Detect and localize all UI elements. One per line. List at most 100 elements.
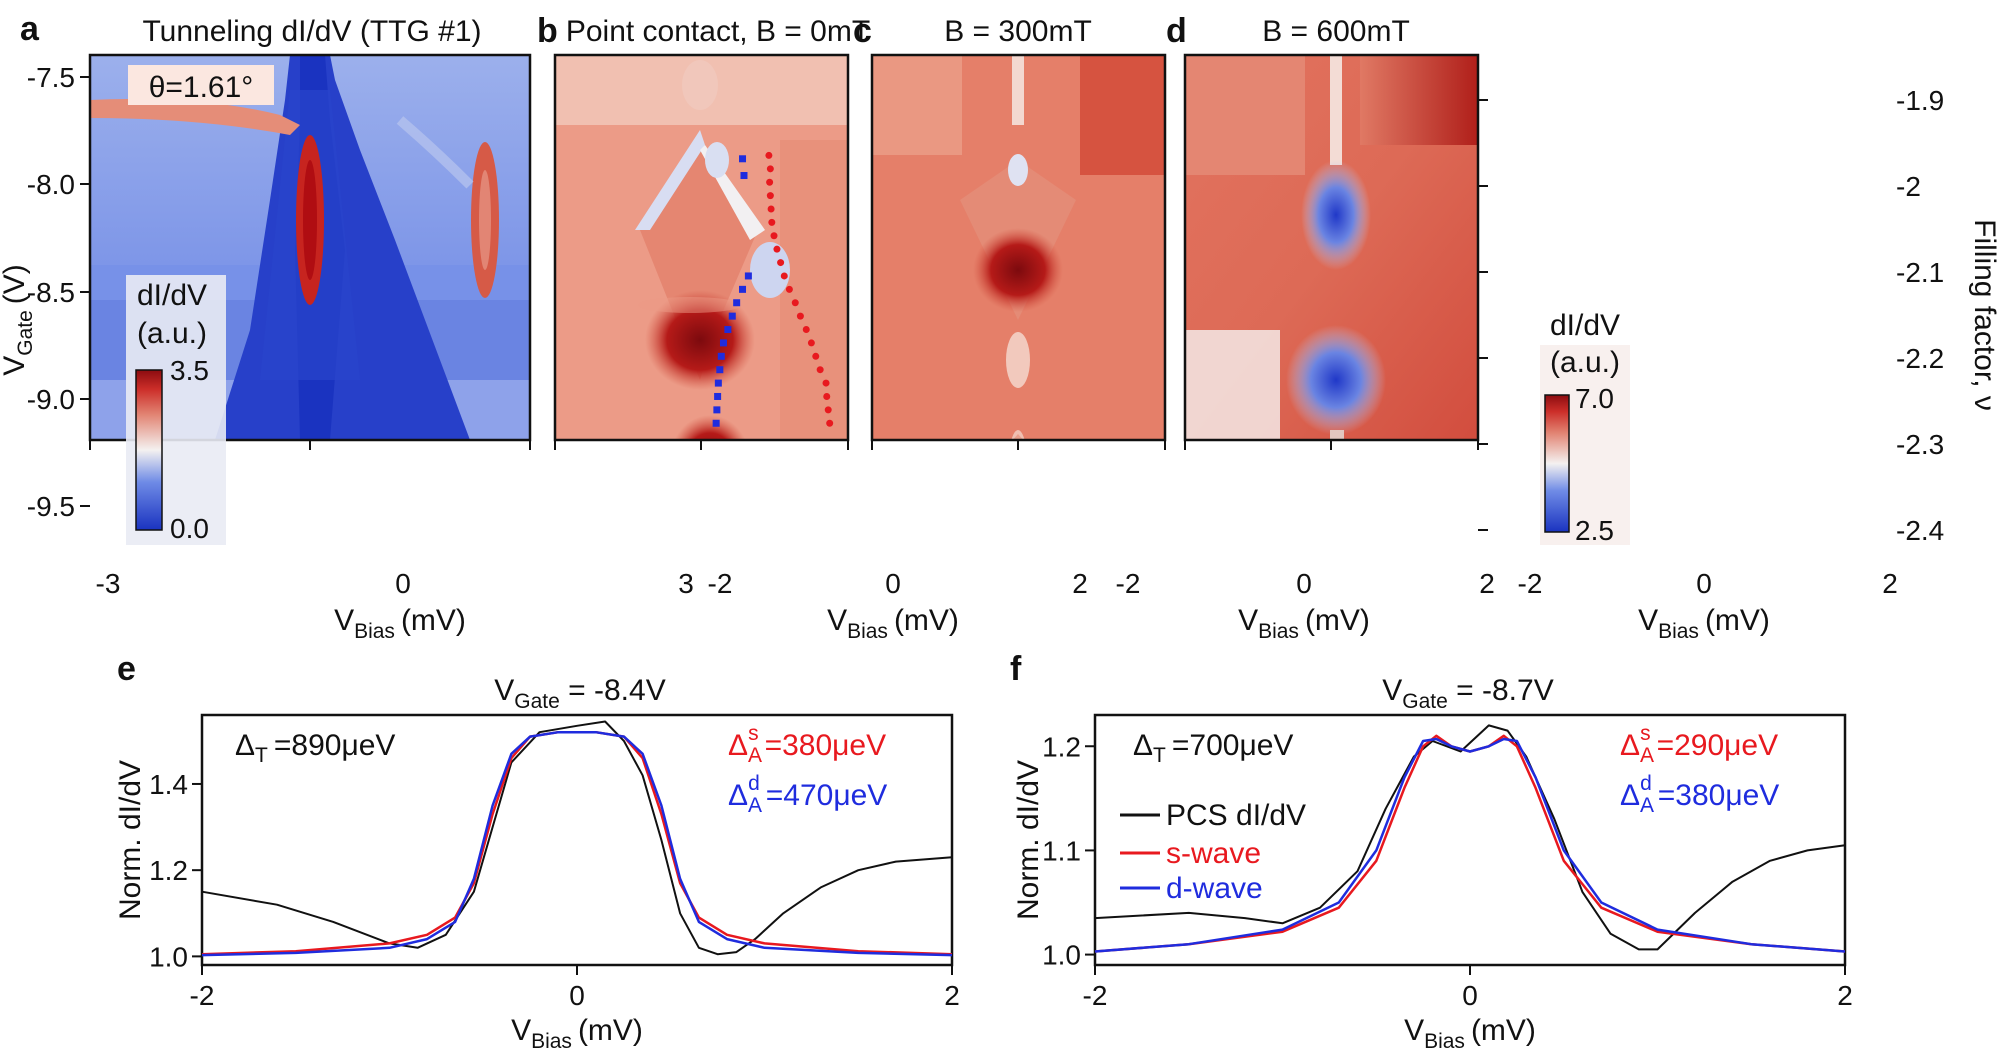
blue-marker: [713, 406, 721, 414]
legend-f-label-0: PCS dI/dV: [1166, 799, 1306, 832]
xaxes-heatmaps: [89, 440, 1479, 450]
ytick-a-2: -8.5: [27, 277, 75, 308]
series-pcs-di-dv: [201, 720, 953, 956]
series-d-wave: [1094, 737, 1846, 953]
panel-letter-d: d: [1166, 12, 1187, 50]
red-marker: [766, 192, 774, 200]
ytick-label: 1.4: [149, 769, 188, 800]
frame-f: [1093, 713, 1847, 967]
y2tick-d-0: -1.9: [1896, 85, 1944, 116]
colorbar-a-label1: dI/dV: [137, 279, 207, 312]
red-marker: [826, 419, 834, 427]
blue-marker: [739, 285, 747, 293]
ytick-label: 1.2: [149, 855, 188, 886]
xlabel-e: VBias (mV): [511, 1014, 643, 1053]
legend-f-label-2: d-wave: [1166, 872, 1263, 905]
xtick-label: -2: [190, 980, 215, 1011]
delta-T-e: ΔT =890μeV: [235, 729, 395, 767]
heatmap-a: [90, 55, 530, 440]
theta-annotation-box: [128, 65, 274, 105]
colorbar-d-label2: (a.u.): [1550, 346, 1620, 379]
colorbar-a: [135, 369, 163, 531]
svg-text:Norm. dI/dV: Norm. dI/dV: [114, 760, 147, 920]
xtick-c-0: -2: [1116, 568, 1141, 599]
red-marker: [767, 205, 775, 213]
panel-c: c B = 300mT: [853, 12, 1167, 442]
title-b: Point contact, B = 0mT: [566, 15, 870, 48]
panel-letter-f: f: [1010, 650, 1022, 688]
svg-text:Filling factor, ν: Filling factor, ν: [1968, 219, 2001, 411]
blue-marker: [739, 155, 747, 163]
ytick-label: 1.1: [1042, 835, 1081, 866]
colorbar-a-label2: (a.u.): [137, 317, 207, 350]
red-marker: [796, 312, 804, 320]
xtick-b-2: 2: [1072, 568, 1088, 599]
blue-marker: [717, 352, 725, 360]
title-e: VGate = -8.4V: [494, 674, 665, 713]
blue-marker: [712, 419, 720, 427]
blue-marker: [733, 299, 741, 307]
xtick-label: 0: [569, 980, 585, 1011]
y2tick-d-5: -2.4: [1896, 515, 1944, 546]
title-f: VGate = -8.7V: [1382, 674, 1553, 713]
xlabel-b: VBias (mV): [827, 604, 959, 643]
delta-T-f: ΔT =700μeV: [1133, 729, 1293, 767]
y2axis-d: -1.9 -2 -2.1 -2.2 -2.3 -2.4: [1478, 85, 1944, 546]
title-a: Tunneling dI/dV (TTG #1): [142, 15, 481, 48]
theta-annotation: θ=1.61°: [149, 71, 254, 104]
frame-e: [200, 713, 954, 967]
red-marker: [785, 285, 793, 293]
panel-f: f VGate = -8.7V -2 0 21.01.11.2 ΔT =700μeV …: [1010, 650, 1853, 1053]
colorbar-d-max: 7.0: [1575, 383, 1614, 414]
xtick-label: 2: [944, 980, 960, 1011]
panel-letter-b: b: [537, 12, 558, 50]
legend-f-label-1: s-wave: [1166, 837, 1261, 870]
svg-text:Norm. dI/dV: Norm. dI/dV: [1012, 760, 1045, 920]
title-c: B = 300mT: [944, 15, 1092, 48]
ylabel-e: Norm. dI/dV: [114, 760, 147, 920]
axes-f: -2 0 2 1.0 1.1 1.2: [1042, 731, 1853, 1011]
red-marker: [822, 379, 830, 387]
yaxis-a: -7.5 -8.0 -8.5 -9.0 -9.5: [27, 62, 90, 522]
colorbar-d-label1: dI/dV: [1550, 309, 1620, 342]
legend-f: PCS dI/dV s-wave d-wave: [1120, 799, 1306, 905]
lines-e: [201, 720, 953, 957]
xlabel-f: VBias (mV): [1404, 1014, 1536, 1053]
ytick-a-3: -9.0: [27, 384, 75, 415]
blue-marker: [719, 339, 727, 347]
heatmap-c: [872, 55, 1165, 440]
red-marker: [812, 352, 820, 360]
colorbar-a-max: 3.5: [170, 355, 209, 386]
panel-letter-a: a: [20, 10, 40, 48]
red-marker: [765, 151, 773, 159]
xtick-b-0: -2: [708, 568, 733, 599]
delta-d-f: ΔAd =380μeV: [1620, 772, 1779, 817]
delta-d-e: ΔAd =470μeV: [728, 772, 887, 817]
xtick-d-0: -2: [1518, 568, 1543, 599]
red-marker: [773, 245, 781, 253]
ylabel-a: VGate(V): [0, 264, 37, 376]
colorbar-d-min: 2.5: [1575, 515, 1614, 546]
xtick-a-0: -3: [96, 568, 121, 599]
ytick-label: 1.2: [1042, 731, 1081, 762]
red-marker: [777, 259, 785, 267]
blue-marker: [714, 392, 722, 400]
red-marker: [807, 339, 815, 347]
blue-marker: [728, 312, 736, 320]
xtick-c-1: 0: [1296, 568, 1312, 599]
red-marker: [816, 366, 824, 374]
blue-marker: [714, 379, 722, 387]
xtick-label: -2: [1083, 980, 1108, 1011]
y2label-d: Filling factor, ν: [1968, 219, 2001, 411]
red-marker: [823, 392, 831, 400]
panel-b: b Point contact, B = 0mT: [537, 12, 870, 442]
series-d-wave: [201, 730, 953, 957]
ylabel-f: Norm. dI/dV: [1012, 760, 1045, 920]
blue-marker: [740, 172, 748, 180]
red-marker: [802, 326, 810, 334]
xtick-d-2: 2: [1882, 568, 1898, 599]
lines-f: [1094, 724, 1846, 953]
blue-marker: [744, 272, 752, 280]
colorbar-d: [1544, 394, 1570, 533]
ytick-label: 1.0: [1042, 940, 1081, 971]
